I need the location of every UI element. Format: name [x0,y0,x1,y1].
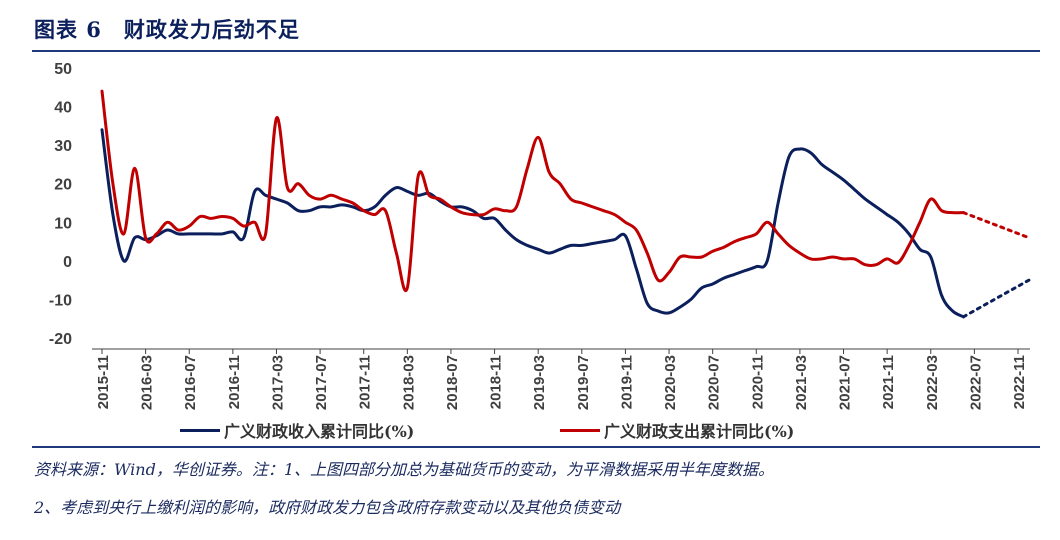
page-title: 图表 6 财政发力后劲不足 [34,17,300,42]
x-tick-label: 2020-03 [662,355,679,410]
chart-legend: 广义财政收入累计同比(%) 广义财政支出累计同比(%) [0,418,1060,442]
x-tick-label: 2019-07 [575,355,592,410]
x-tick-label: 2021-07 [837,355,854,410]
line-chart: 50 40 30 20 10 0 -10 -20 2015-11 2016-03 2016-07 20… [49,61,1031,410]
x-tick-label: 2016-03 [139,355,156,410]
title-divider [32,50,1040,52]
y-tick-label: 50 [54,61,72,78]
x-tick-label: 2018-03 [400,355,417,410]
legend-swatch-expenditure [560,428,600,432]
x-tick-label: 2020-07 [706,355,723,410]
y-tick-label: -20 [49,331,72,348]
x-tick-label: 2022-03 [924,355,941,410]
projection-line-revenue [961,278,1031,319]
legend-label-revenue: 广义财政收入累计同比(%) [224,422,415,441]
footnote: 2、考虑到央行上缴利润的影响，政府财政发力包含政府存款变动以及其他负债变动 [34,498,621,517]
y-tick-label: -10 [49,292,72,309]
y-tick-label: 20 [54,177,72,194]
x-tick-label: 2016-07 [182,355,199,410]
x-tick-label: 2018-07 [444,355,461,410]
source-note: 资料来源：Wind，华创证券。注：1、上图四部分加总为基础货币的变动，为平滑数据… [34,460,775,479]
series-line-revenue [100,128,965,319]
legend-item-expenditure: 广义财政支出累计同比(%) [560,418,794,442]
legend-label-expenditure: 广义财政支出累计同比(%) [604,422,795,441]
x-tick-label: 2017-11 [357,355,374,409]
y-tick-label: 10 [54,215,72,232]
x-tick-label: 2019-11 [618,355,635,409]
series-line-expenditure [100,89,965,293]
x-tick-label: 2015-11 [95,355,112,409]
x-tick-label: 2016-11 [226,355,243,409]
x-tick-label: 2020-11 [749,355,766,409]
x-tick-label: 2021-03 [793,355,810,410]
x-tick-label: 2022-11 [1011,355,1028,409]
projection-line-expenditure [961,211,1031,240]
y-tick-label: 0 [63,254,72,271]
x-tick-label: 2017-03 [269,355,286,410]
y-tick-label: 30 [54,138,72,155]
legend-item-revenue: 广义财政收入累计同比(%) [180,418,414,442]
x-tick-label: 2021-11 [880,355,897,409]
x-tick-label: 2018-11 [488,355,505,409]
legend-swatch-revenue [180,428,220,432]
x-tick-label: 2017-07 [313,355,330,410]
bottom-divider [32,446,1040,448]
y-tick-label: 40 [54,100,72,117]
x-tick-label: 2019-03 [531,355,548,410]
x-tick-label: 2022-07 [967,355,984,410]
